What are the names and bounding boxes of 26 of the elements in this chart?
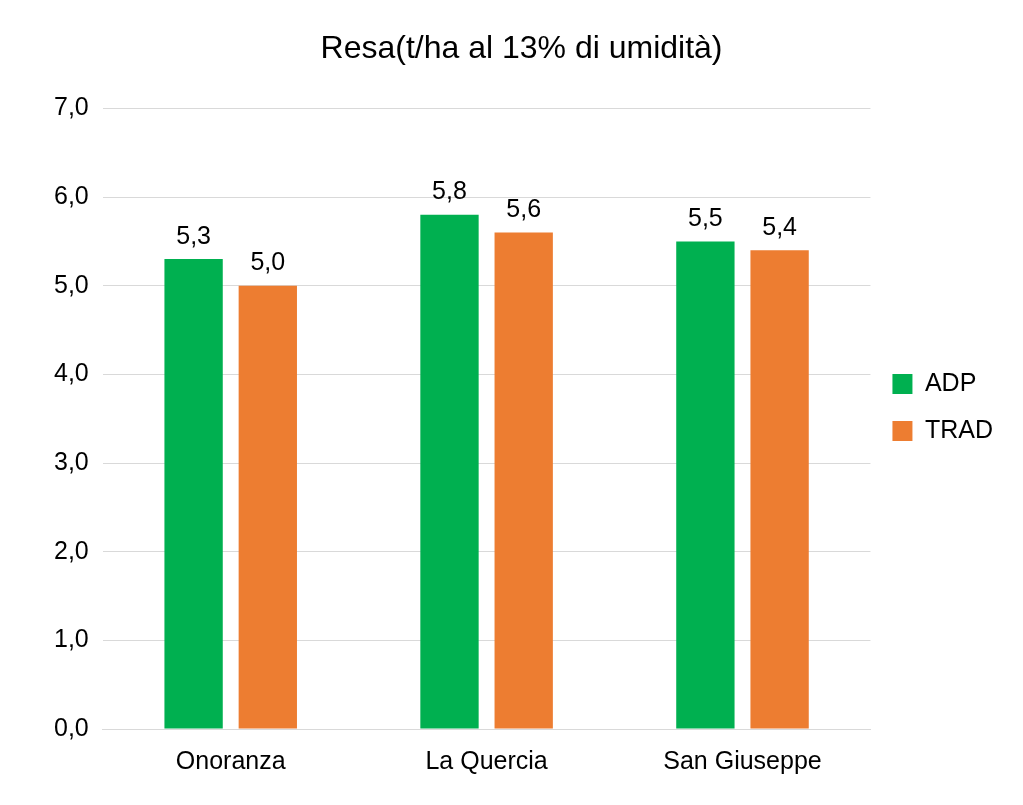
y-tick-label: 0,0 <box>53 712 89 741</box>
legend-label: TRAD <box>924 414 994 443</box>
x-tick-label: San Giuseppe <box>663 745 822 774</box>
y-tick-label: 3,0 <box>53 446 89 475</box>
x-tick-label: Onoranza <box>175 745 286 774</box>
y-tick-label: 6,0 <box>53 180 89 209</box>
bar <box>238 285 297 729</box>
bar <box>420 214 479 729</box>
y-tick-label: 5,0 <box>53 269 89 298</box>
data-label: 5,4 <box>762 211 798 240</box>
x-tick-label: La Quercia <box>425 745 548 774</box>
bar <box>676 241 735 729</box>
bar <box>494 232 553 729</box>
data-label: 5,6 <box>506 193 542 222</box>
legend-label: ADP <box>924 367 977 396</box>
bar <box>164 259 223 729</box>
y-tick-label: 7,0 <box>53 92 89 121</box>
bar <box>750 250 809 729</box>
data-label: 5,5 <box>688 202 723 231</box>
y-tick-label: 2,0 <box>53 535 89 564</box>
y-tick-label: 1,0 <box>53 624 89 653</box>
data-label: 5,8 <box>432 176 467 205</box>
data-label: 5,3 <box>176 220 211 249</box>
chart-title: Resa(t/ha al 13% di umidità) <box>320 29 723 66</box>
data-label: 5,0 <box>250 247 286 276</box>
y-tick-label: 4,0 <box>53 358 89 387</box>
